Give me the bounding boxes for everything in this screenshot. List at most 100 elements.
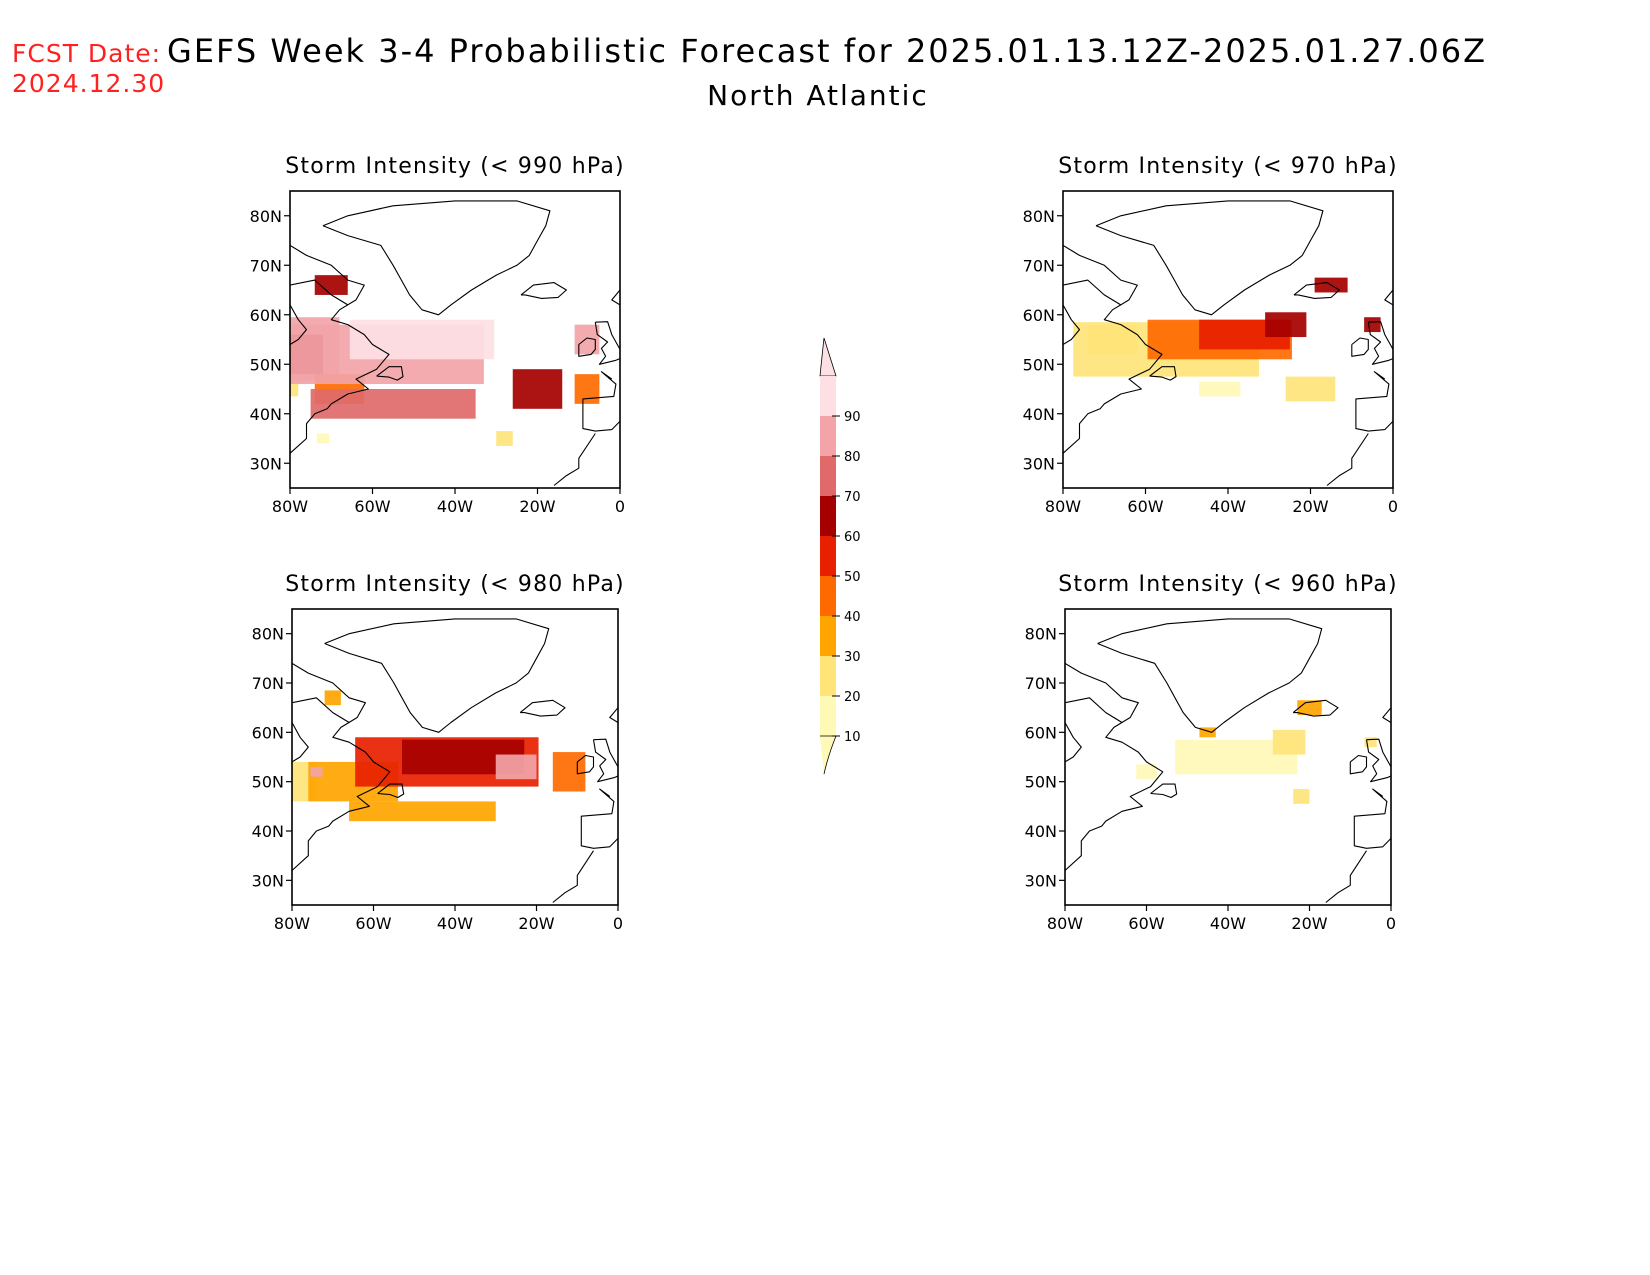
probability-cell	[1293, 789, 1310, 804]
panel-title: Storm Intensity (< 980 hPa)	[285, 572, 625, 597]
fcst-date-label: FCST Date:	[12, 39, 161, 68]
lon-label: 20W	[1292, 497, 1328, 516]
coastline	[1325, 850, 1367, 903]
probability-field	[292, 690, 586, 822]
coastline	[580, 788, 618, 849]
lat-label: 50N	[1025, 773, 1057, 792]
colorbar-label: 60	[844, 530, 861, 545]
lat-label: 50N	[252, 773, 284, 792]
coastline	[377, 783, 405, 799]
lat-label: 70N	[1023, 256, 1055, 275]
colorbar-label: 10	[844, 730, 861, 745]
panel-title: Storm Intensity (< 990 hPa)	[285, 154, 625, 179]
coastline	[1065, 662, 1164, 871]
coastline	[322, 200, 551, 316]
coastlines	[290, 200, 620, 486]
coastline	[324, 618, 550, 733]
lon-label: 60W	[1128, 914, 1164, 933]
coastline	[1063, 244, 1163, 454]
probability-cell	[1199, 727, 1216, 738]
lon-label: 40W	[437, 914, 473, 933]
lat-label: 50N	[250, 355, 282, 374]
map-panel-p980: Storm Intensity (< 980 hPa) 80N 70N 60N 50N 4…	[252, 572, 625, 933]
map-panel-p960: Storm Intensity (< 960 hPa) 80N 70N 60N 50N 4…	[1025, 572, 1397, 933]
colorbar-label: 70	[844, 490, 861, 505]
lat-label: 60N	[252, 723, 284, 742]
lon-label: 0	[613, 914, 623, 933]
probability-cell	[324, 690, 341, 706]
probability-cell	[310, 389, 476, 419]
coastline	[290, 304, 308, 345]
lon-label: 20W	[1291, 914, 1327, 933]
lat-label: 30N	[250, 454, 282, 473]
coastline	[290, 279, 349, 306]
colorbar-swatch	[820, 536, 836, 576]
coastline	[1349, 754, 1368, 775]
lat-label: 30N	[1025, 871, 1057, 890]
lon-label: 80W	[274, 914, 310, 933]
probability-cell	[496, 431, 513, 446]
colorbar-swatch	[820, 656, 836, 696]
colorbar-label: 50	[844, 570, 861, 585]
probability-cell	[349, 801, 496, 822]
lat-label: 60N	[250, 306, 282, 325]
colorbar-swatch	[820, 496, 836, 536]
coastline	[1150, 783, 1178, 799]
coastline	[1351, 337, 1369, 357]
lat-label: 50N	[1023, 355, 1055, 374]
coastline	[582, 371, 620, 432]
colorbar-swatch	[820, 576, 836, 616]
lat-label: 40N	[1025, 822, 1057, 841]
coastline	[1149, 366, 1177, 381]
lon-label: 80W	[1045, 497, 1081, 516]
colorbar-label: 80	[844, 450, 861, 465]
lon-label: 20W	[519, 497, 555, 516]
map-panel-p970: Storm Intensity (< 970 hPa) 80N 70N 60N 50N 4…	[1023, 154, 1398, 516]
lon-label: 80W	[272, 497, 308, 516]
coastline	[1384, 289, 1393, 306]
lon-label: 0	[1388, 497, 1398, 516]
coastline	[1063, 304, 1081, 345]
coastline	[376, 366, 404, 381]
coastline	[1365, 738, 1391, 783]
probability-field	[1073, 277, 1381, 402]
coastline	[609, 706, 618, 723]
coastline	[1353, 788, 1391, 849]
lon-label: 80W	[1047, 914, 1083, 933]
probability-cell	[552, 752, 586, 792]
fcst-date-value: 2024.12.30	[12, 69, 165, 98]
probability-cell	[1199, 381, 1241, 397]
lat-label: 80N	[252, 625, 284, 644]
lat-label: 70N	[1025, 674, 1057, 693]
lon-label: 40W	[1210, 497, 1246, 516]
probability-field	[290, 275, 600, 446]
lon-label: 40W	[1210, 914, 1246, 933]
probability-cell	[314, 275, 348, 295]
coastline	[1355, 371, 1393, 432]
coastline	[292, 662, 391, 871]
lat-label: 30N	[1023, 454, 1055, 473]
probability-cell	[310, 766, 323, 777]
lon-label: 0	[1386, 914, 1396, 933]
coastline	[552, 850, 594, 903]
probability-cell	[1364, 737, 1377, 748]
coastline	[292, 722, 309, 763]
lat-label: 60N	[1025, 723, 1057, 742]
lon-label: 60W	[1127, 497, 1163, 516]
coastlines	[1063, 200, 1393, 486]
coastline	[1095, 200, 1324, 316]
coastline	[578, 337, 596, 357]
probability-cell	[316, 433, 330, 444]
map-panel-p990: Storm Intensity (< 990 hPa) 80N 70N 60N 50N 4…	[250, 154, 625, 516]
lon-label: 0	[615, 497, 625, 516]
coastline	[1367, 321, 1393, 365]
probability-cell	[1285, 376, 1336, 402]
coastline	[519, 699, 566, 717]
lat-label: 80N	[1025, 625, 1057, 644]
colorbar: 10 20 30 40 50 60 70 80 90	[819, 337, 861, 775]
colorbar-label: 30	[844, 650, 861, 665]
probability-cell	[1265, 312, 1307, 338]
coastline	[594, 321, 620, 365]
coastline	[1063, 279, 1122, 306]
